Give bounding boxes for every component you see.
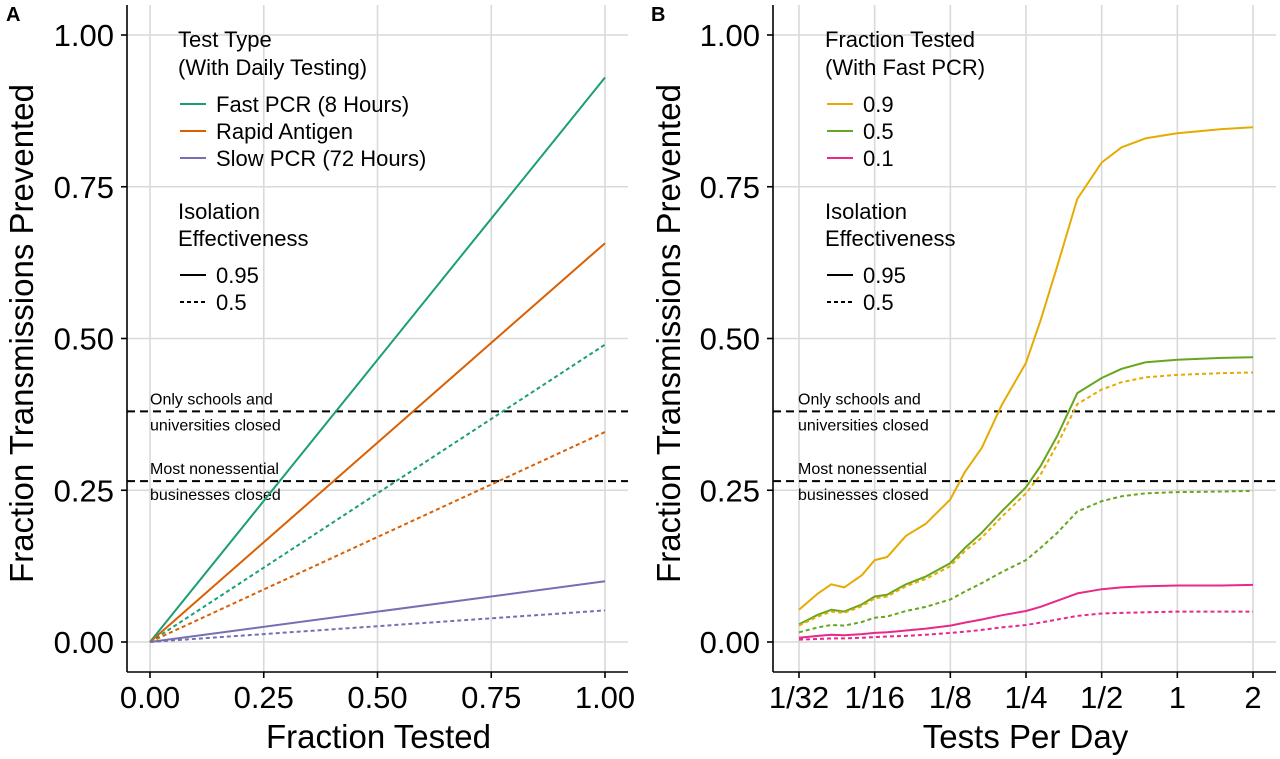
y-axis-title: Fraction Transmissions Prevented	[650, 84, 687, 583]
legend-title: Isolation	[825, 199, 907, 224]
reference-label: universities closed	[798, 417, 929, 434]
series-line	[798, 356, 1254, 626]
x-tick-label: 1/2	[1080, 680, 1123, 715]
x-tick-label: 1.00	[575, 680, 635, 715]
legend-label: Rapid Antigen	[216, 119, 353, 144]
y-tick-label: 0.75	[54, 170, 114, 205]
x-tick-label: 1	[1169, 680, 1186, 715]
legend-title: Test Type	[178, 27, 272, 52]
series-line	[149, 580, 606, 643]
y-tick-label: 1.00	[54, 18, 114, 53]
x-axis-title: Fraction Tested	[266, 718, 491, 755]
y-axis-title: Fraction Transmissions Prevented	[3, 84, 40, 583]
legend-title: Fraction Tested	[825, 27, 975, 52]
y-tick-label: 0.25	[700, 473, 760, 508]
y-tick-label: 0.00	[54, 625, 114, 660]
x-tick-label: 1/16	[844, 680, 904, 715]
reference-label: businesses closed	[798, 487, 929, 504]
x-axis-title: Tests Per Day	[923, 718, 1129, 755]
panel-letter: A	[6, 4, 20, 26]
series-line	[798, 489, 1254, 634]
x-tick-label: 1/8	[929, 680, 972, 715]
legend-label: 0.5	[216, 290, 247, 315]
legend-title: (With Daily Testing)	[178, 55, 367, 80]
legend-label: 0.95	[863, 263, 906, 288]
x-tick-label: 0.50	[347, 680, 407, 715]
x-tick-label: 2	[1244, 680, 1261, 715]
x-tick-label: 0.75	[461, 680, 521, 715]
series-line	[798, 610, 1253, 641]
legend-label: 0.5	[863, 290, 894, 315]
series-line	[798, 583, 1254, 639]
x-tick-label: 1/4	[1004, 680, 1047, 715]
legend-title: Isolation	[178, 199, 260, 224]
panel-letter: B	[651, 4, 665, 26]
reference-label: universities closed	[150, 417, 281, 434]
series-line	[149, 242, 606, 643]
legend-label: 0.1	[863, 146, 894, 171]
series-line	[798, 126, 1254, 611]
reference-label: Most nonessential	[150, 461, 279, 478]
y-tick-label: 0.50	[54, 322, 114, 357]
panel-a: 0.00 0.25 0.50 0.75 1.00 0.00 0.25 0.50 0.75 1.00…	[3, 4, 635, 755]
y-tick-label: 0.00	[700, 625, 760, 660]
y-tick-label: 0.50	[700, 322, 760, 357]
legend-label: 0.5	[863, 119, 894, 144]
x-tick-label: 0.25	[234, 680, 294, 715]
legend-label: Slow PCR (72 Hours)	[216, 146, 426, 171]
y-tick-label: 1.00	[700, 18, 760, 53]
legend-label: 0.95	[216, 263, 259, 288]
legend-title: Effectiveness	[178, 226, 308, 251]
legend-label: 0.9	[863, 92, 894, 117]
reference-label: Only schools and	[798, 391, 921, 408]
y-tick-label: 0.25	[54, 473, 114, 508]
series-line	[149, 76, 606, 643]
x-tick-label: 1/32	[769, 680, 829, 715]
x-tick-label: 0.00	[120, 680, 180, 715]
series-line	[149, 609, 606, 643]
y-tick-label: 0.75	[700, 170, 760, 205]
legend-title: Effectiveness	[825, 226, 955, 251]
reference-label: businesses closed	[150, 487, 281, 504]
legend-title: (With Fast PCR)	[825, 55, 985, 80]
panel-b: 0.00 0.25 0.50 0.75 1.00 1/32 1/16 1/8 1/4 1/2 1 2 T…	[650, 4, 1276, 755]
reference-label: Most nonessential	[798, 461, 927, 478]
legend-label: Fast PCR (8 Hours)	[216, 92, 409, 117]
reference-label: Only schools and	[150, 391, 273, 408]
